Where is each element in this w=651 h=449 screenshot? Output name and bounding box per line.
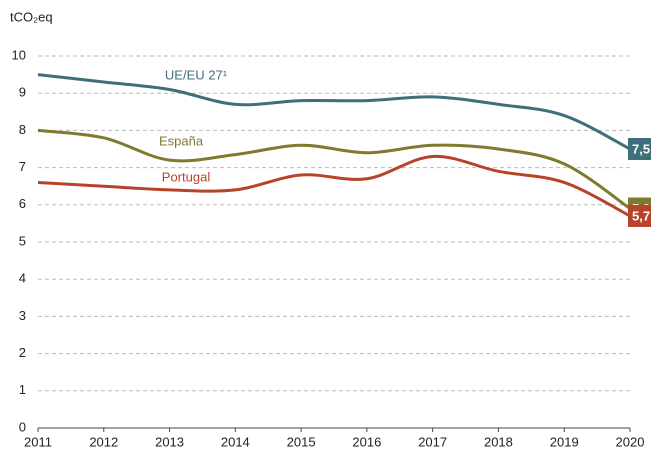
value-label: 5,7	[632, 208, 650, 223]
series-label: UE/EU 27¹	[165, 67, 228, 82]
y-tick-label: 7	[19, 159, 26, 174]
y-tick-label: 3	[19, 308, 26, 323]
value-label-box	[628, 204, 651, 227]
y-axis-label: tCO₂eq	[10, 9, 53, 24]
series-label: España	[159, 133, 204, 148]
y-tick-label: 0	[19, 419, 26, 434]
y-tick-label: 10	[12, 47, 26, 62]
series-line	[37, 73, 631, 151]
value-label-box	[628, 138, 651, 160]
series-line	[37, 154, 631, 218]
x-tick-label: 2017	[418, 434, 447, 449]
x-tick-label: 2015	[287, 434, 316, 449]
x-tick-label: 2011	[24, 434, 52, 449]
x-tick-label: 2020	[616, 434, 645, 449]
series-label: Portugal	[162, 169, 211, 184]
y-tick-label: 8	[19, 122, 26, 137]
x-tick-label: 2013	[155, 434, 184, 449]
x-tick-label: 2016	[352, 434, 381, 449]
y-tick-label: 2	[19, 345, 26, 360]
y-tick-label: 1	[19, 382, 26, 397]
y-tick-label: 6	[19, 196, 26, 211]
x-tick-label: 2014	[221, 434, 250, 449]
series-line	[37, 128, 631, 210]
y-tick-label: 4	[19, 271, 26, 286]
x-tick-label: 2012	[89, 434, 118, 449]
x-tick-label: 2018	[484, 434, 513, 449]
x-tick-label: 2019	[550, 434, 579, 449]
y-tick-label: 5	[19, 233, 26, 248]
y-tick-label: 9	[19, 85, 26, 100]
value-label: 7,5	[632, 141, 650, 156]
